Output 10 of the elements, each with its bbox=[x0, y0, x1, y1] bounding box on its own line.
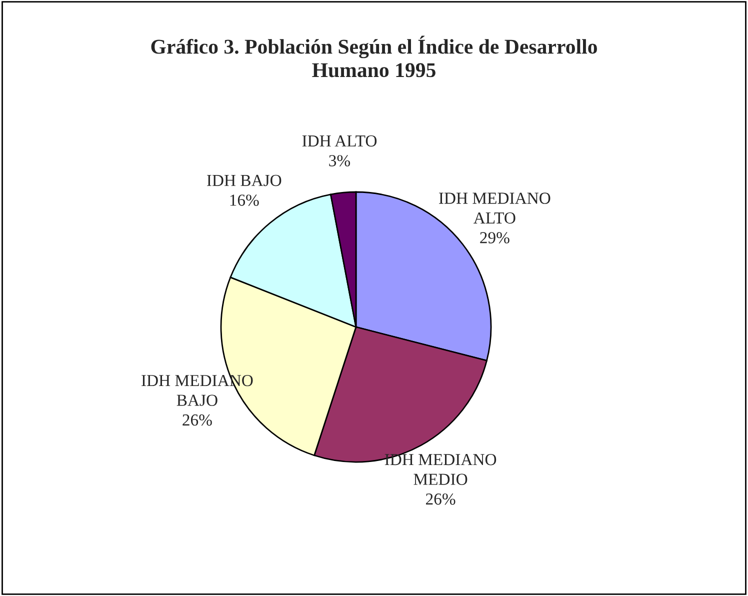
slice-label: IDH ALTO bbox=[302, 135, 377, 147]
data-label: 26% bbox=[426, 493, 456, 505]
data-label: 29% bbox=[480, 232, 510, 244]
data-label: 16% bbox=[230, 194, 259, 206]
slice-label: IDH MEDIANO ALTO bbox=[439, 192, 550, 224]
slice-label: IDH BAJO bbox=[207, 174, 282, 186]
slice-label: IDH MEDIANO MEDIO bbox=[384, 454, 496, 485]
data-label: 26% bbox=[182, 414, 212, 426]
chart-title: Gráfico 3. Población Según el Índice de Desarrollo Humano 1995 bbox=[151, 36, 597, 78]
data-label: 3% bbox=[329, 155, 350, 166]
